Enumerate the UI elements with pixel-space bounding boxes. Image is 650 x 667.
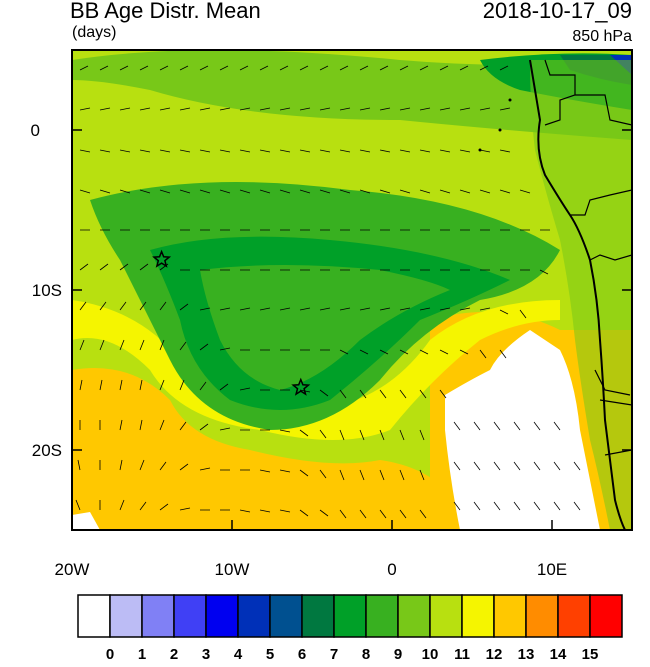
colorbar-label: 0 — [105, 646, 115, 663]
colorbar-swatch — [525, 594, 559, 638]
colorbar-swatch — [77, 594, 111, 638]
colorbar-label: 4 — [233, 646, 243, 663]
marker-layer — [152, 249, 311, 396]
x-tick-label: 20W — [55, 560, 90, 579]
datetime-label: 2018-10-17_09 — [482, 0, 632, 23]
colorbar-swatch — [301, 594, 335, 638]
colorbar-swatch — [397, 594, 431, 638]
colorbar-swatch — [141, 594, 175, 638]
colorbar — [77, 594, 623, 638]
colorbar-swatch — [557, 594, 591, 638]
axis-ticks — [71, 129, 632, 530]
colorbar-label: 5 — [265, 646, 275, 663]
y-tick-label: 0 — [31, 121, 40, 140]
colorbar-swatch — [493, 594, 527, 638]
colorbar-swatch — [589, 594, 623, 638]
colorbar-label: 3 — [201, 646, 211, 663]
x-tick-label: 10E — [537, 560, 567, 579]
islands — [478, 98, 512, 152]
colorbar-label: 2 — [169, 646, 179, 663]
colorbar-swatch — [365, 594, 399, 638]
units-label: (days) — [72, 24, 117, 41]
colorbar-label: 9 — [393, 646, 403, 663]
wind-barbs — [75, 65, 581, 519]
colorbar-swatch — [173, 594, 207, 638]
x-tick-label: 10W — [215, 560, 250, 579]
y-tick-label: 20S — [32, 441, 62, 460]
colorbar-label: 13 — [517, 646, 535, 663]
star-marker — [152, 249, 172, 268]
colorbar-swatch — [269, 594, 303, 638]
colorbar-swatch — [461, 594, 495, 638]
colorbar-swatch — [109, 594, 143, 638]
colorbar-swatch — [237, 594, 271, 638]
pressure-level-label: 850 hPa — [572, 28, 632, 45]
country-borders — [544, 59, 632, 456]
colorbar-label: 10 — [421, 646, 439, 663]
colorbar-label: 6 — [297, 646, 307, 663]
colorbar-label: 14 — [549, 646, 567, 663]
star-marker — [291, 377, 311, 396]
colorbar-label: 12 — [485, 646, 503, 663]
colorbar-swatch — [429, 594, 463, 638]
colorbar-label: 8 — [361, 646, 371, 663]
x-tick-label: 0 — [387, 560, 396, 579]
colorbar-label: 11 — [454, 646, 470, 663]
map-field — [72, 50, 632, 530]
colorbar-swatch — [205, 594, 239, 638]
colorbar-label: 7 — [329, 646, 339, 663]
coastline — [529, 59, 626, 530]
map-title: BB Age Distr. Mean — [70, 0, 261, 23]
y-tick-label: 10S — [32, 281, 62, 300]
colorbar-label: 1 — [137, 646, 147, 663]
colorbar-swatch — [333, 594, 367, 638]
colorbar-label: 15 — [581, 646, 599, 663]
